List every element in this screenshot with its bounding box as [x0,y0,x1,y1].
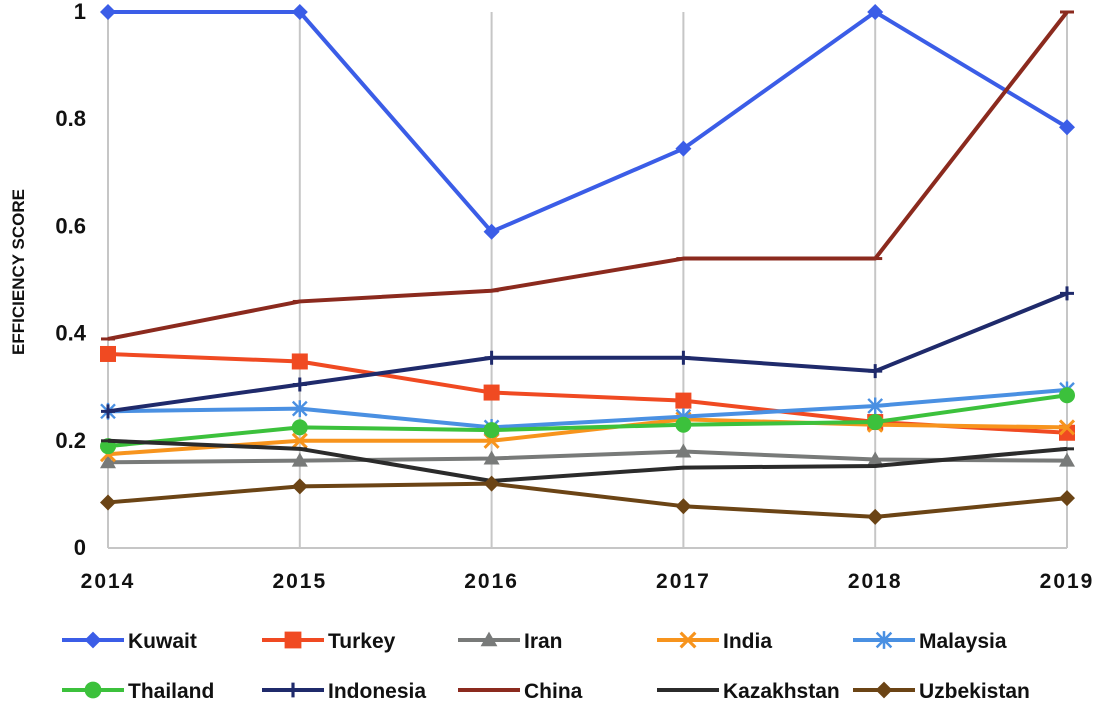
marker-indonesia-2019 [1060,286,1074,301]
marker-thailand-2018 [867,414,884,431]
series-line-thailand [107,393,1068,449]
series-group [99,4,1076,525]
marker-uzbekistan-2015 [291,478,308,495]
marker-uzbekistan-2017 [675,498,692,515]
legend-marker-uzbekistan [875,681,893,699]
marker-indonesia-2015 [292,377,307,392]
series-line-india [107,417,1068,457]
legend-item-china: China [458,680,583,703]
legend-item-malaysia: Malaysia [853,630,1007,653]
marker-iran-2017 [675,443,692,458]
marker-iran-2018 [867,451,884,466]
series-line-china [107,10,1069,341]
legend-item-indonesia: Indonesia [262,680,426,703]
marker-turkey-2015 [291,353,308,370]
legend-label-kuwait: Kuwait [128,630,197,653]
legend-label-india: India [723,630,772,653]
grid [107,12,1068,548]
series-line-uzbekistan [107,481,1068,519]
legend-item-uzbekistan: Uzbekistan [853,680,1030,703]
legend-marker-thailand [84,681,102,699]
y-tick-label: 0.6 [55,213,86,238]
marker-iran-2016 [483,450,500,465]
series-line-malaysia [107,387,1068,430]
series-china [101,10,1074,341]
legend-marker-kuwait [84,631,102,649]
legend-label-uzbekistan: Uzbekistan [919,680,1030,703]
marker-uzbekistan-2014 [100,494,116,511]
legend-label-turkey: Turkey [328,630,396,653]
marker-kuwait-2019 [1059,119,1075,136]
y-tick-label: 0 [74,535,86,560]
marker-kuwait-2014 [100,4,116,20]
x-tick-label: 2015 [272,570,327,593]
marker-india-2015 [291,432,308,449]
legend-label-kazakhstan: Kazakhstan [723,680,840,703]
marker-iran-2015 [291,452,308,467]
legend-item-thailand: Thailand [62,680,214,703]
marker-indonesia-2017 [676,350,691,365]
marker-uzbekistan-2018 [867,508,884,525]
legend-marker-turkey [284,631,302,649]
marker-indonesia-2014 [101,404,115,419]
x-tick-label: 2019 [1040,570,1095,593]
marker-thailand-2016 [483,422,500,439]
marker-uzbekistan-2016 [483,475,500,492]
series-line-iran [107,449,1068,465]
marker-turkey-2017 [675,392,692,409]
series-uzbekistan [100,475,1075,525]
series-indonesia [101,286,1074,419]
legend-marker-malaysia [875,631,893,649]
y-tick-label: 0.4 [55,321,86,346]
marker-turkey-2014 [100,345,116,362]
legend-item-iran: Iran [458,630,563,653]
marker-malaysia-2018 [867,397,884,415]
series-line-kuwait [108,10,1069,234]
y-tick-label: 1 [74,0,86,24]
legend-label-malaysia: Malaysia [919,630,1007,653]
legend-label-thailand: Thailand [128,680,214,703]
legend-label-indonesia: Indonesia [328,680,426,703]
series-iran [100,443,1075,469]
legend-item-kazakhstan: Kazakhstan [657,680,840,703]
legend-marker-indonesia [285,682,301,698]
marker-iran-2019 [1059,452,1075,467]
marker-kuwait-2017 [675,140,692,157]
marker-thailand-2019 [1059,387,1075,404]
legend-item-kuwait: Kuwait [62,630,197,653]
marker-kuwait-2015 [291,4,308,20]
series-thailand [100,387,1075,455]
legend: Kuwait Turkey Iran India Malaysia Thailand Ind… [62,630,1030,703]
legend-item-turkey: Turkey [262,630,396,653]
marker-thailand-2015 [291,419,308,436]
series-line-kazakhstan [107,438,1068,483]
series-line-indonesia [107,291,1068,414]
marker-india-2019 [1058,419,1076,436]
x-tick-label: 2018 [848,570,903,593]
x-tick-label: 2017 [656,570,711,593]
legend-label-china: China [524,680,583,703]
y-tick-label: 0.8 [55,106,86,131]
marker-kuwait-2018 [867,4,884,20]
legend-label-iran: Iran [524,630,563,653]
x-tick-label: 2014 [81,570,136,593]
series-kuwait [100,4,1075,240]
marker-kuwait-2016 [483,223,500,240]
legend-item-india: India [657,630,772,653]
marker-indonesia-2018 [868,364,883,379]
marker-malaysia-2015 [291,400,308,418]
legend-marker-india [679,631,697,649]
marker-uzbekistan-2019 [1059,490,1075,507]
axes: 0 0.2 0.4 0.6 0.8 1 2014 2015 2016 2017 2018 2019 [55,0,1095,593]
x-tick-label: 2016 [464,570,519,593]
marker-iran-2014 [100,454,116,469]
marker-turkey-2016 [483,384,500,401]
y-axis-label: EFFICIENCY SCORE [9,189,28,355]
y-tick-label: 0.2 [55,428,86,453]
legend-marker-iran [480,631,498,647]
marker-indonesia-2016 [484,350,499,365]
marker-thailand-2017 [675,416,692,433]
